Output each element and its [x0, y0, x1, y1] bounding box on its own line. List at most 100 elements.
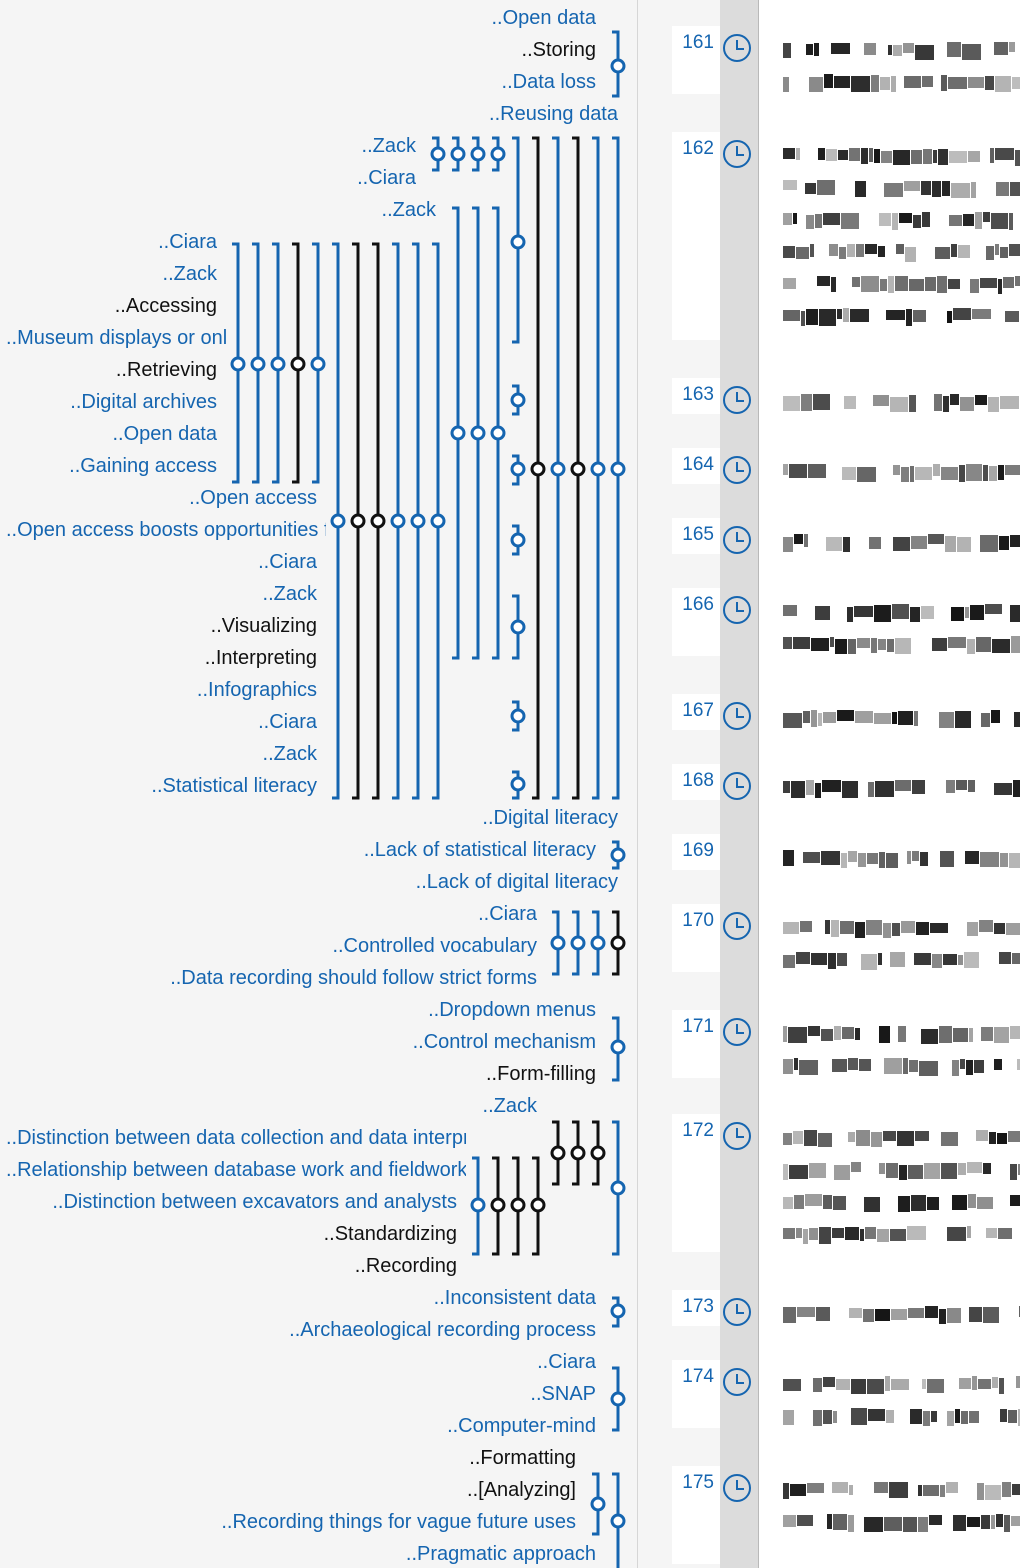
code-label[interactable]: ..Zack: [262, 743, 317, 765]
code-label[interactable]: ..Lack of statistical literacy: [363, 839, 596, 861]
code-label[interactable]: ..Relationship between database work and…: [6, 1159, 466, 1181]
code-bracket[interactable]: [370, 242, 386, 800]
code-label[interactable]: ..Ciara: [158, 231, 217, 253]
code-bracket[interactable]: [610, 1296, 626, 1328]
code-label[interactable]: ..Zack: [262, 583, 317, 605]
code-bracket[interactable]: [470, 206, 486, 660]
clock-icon[interactable]: [723, 702, 751, 730]
code-label[interactable]: ..Dropdown menus: [428, 999, 596, 1021]
document-text-area[interactable]: [759, 0, 1020, 1568]
code-label[interactable]: ..Ciara: [258, 551, 317, 573]
code-bracket[interactable]: [490, 1156, 506, 1256]
clock-icon[interactable]: [723, 34, 751, 62]
code-label[interactable]: ..Digital archives: [70, 391, 217, 413]
code-label[interactable]: ..Formatting: [469, 1447, 576, 1469]
code-bracket[interactable]: [510, 524, 526, 556]
code-label[interactable]: ..Distinction between data collection an…: [6, 1127, 466, 1149]
code-label[interactable]: ..Interpreting: [204, 647, 317, 669]
code-bracket[interactable]: [390, 242, 406, 800]
code-bracket[interactable]: [570, 136, 586, 800]
code-label[interactable]: ..[Analyzing]: [467, 1479, 576, 1501]
code-label[interactable]: ..Data loss: [501, 71, 596, 93]
code-bracket[interactable]: [510, 384, 526, 416]
code-label[interactable]: ..Ciara: [478, 903, 537, 925]
code-bracket[interactable]: [330, 242, 346, 800]
clock-icon[interactable]: [723, 912, 751, 940]
code-bracket[interactable]: [570, 1120, 586, 1186]
code-label[interactable]: ..Ciara: [537, 1351, 596, 1373]
code-label[interactable]: ..Statistical literacy: [151, 775, 317, 797]
code-label[interactable]: ..Open data: [491, 7, 596, 29]
clock-icon[interactable]: [723, 1368, 751, 1396]
code-bracket[interactable]: [510, 1156, 526, 1256]
code-bracket[interactable]: [510, 136, 526, 344]
code-bracket[interactable]: [610, 1016, 626, 1082]
code-bracket[interactable]: [510, 594, 526, 660]
code-label[interactable]: ..Retrieving: [115, 359, 217, 381]
code-label[interactable]: ..Storing: [521, 39, 596, 61]
clock-icon[interactable]: [723, 1122, 751, 1150]
code-bracket[interactable]: [610, 910, 626, 976]
clock-icon[interactable]: [723, 386, 751, 414]
code-label[interactable]: ..Reusing data: [489, 103, 618, 125]
code-bracket[interactable]: [410, 242, 426, 800]
code-bracket[interactable]: [530, 136, 546, 800]
code-bracket[interactable]: [510, 700, 526, 732]
code-bracket[interactable]: [610, 136, 626, 800]
code-bracket[interactable]: [610, 30, 626, 98]
code-label[interactable]: ..Distinction between excavators and ana…: [52, 1191, 457, 1213]
code-bracket[interactable]: [470, 136, 486, 172]
code-label[interactable]: ..Infographics: [196, 679, 317, 701]
code-bracket[interactable]: [490, 206, 506, 660]
clock-icon[interactable]: [723, 596, 751, 624]
code-label[interactable]: ..Museum displays or online databases: [6, 327, 226, 349]
code-bracket[interactable]: [610, 1120, 626, 1256]
code-bracket[interactable]: [610, 1366, 626, 1432]
code-label[interactable]: ..Control mechanism: [412, 1031, 596, 1053]
code-bracket[interactable]: [250, 242, 266, 484]
code-bracket[interactable]: [590, 1120, 606, 1186]
clock-icon[interactable]: [723, 1298, 751, 1326]
code-label[interactable]: ..Standardizing: [323, 1223, 457, 1245]
code-bracket[interactable]: [550, 1120, 566, 1186]
code-bracket[interactable]: [430, 242, 446, 800]
code-label[interactable]: ..Accessing: [114, 295, 217, 317]
code-label[interactable]: ..Ciara: [357, 167, 416, 189]
code-bracket[interactable]: [550, 136, 566, 800]
code-bracket[interactable]: [350, 242, 366, 800]
clock-icon[interactable]: [723, 526, 751, 554]
code-bracket[interactable]: [490, 136, 506, 172]
code-label[interactable]: ..Zack: [381, 199, 436, 221]
clock-icon[interactable]: [723, 456, 751, 484]
code-bracket[interactable]: [550, 910, 566, 976]
code-bracket[interactable]: [510, 454, 526, 486]
code-label[interactable]: ..Zack: [361, 135, 416, 157]
code-label[interactable]: ..Inconsistent data: [433, 1287, 596, 1309]
clock-icon[interactable]: [723, 1474, 751, 1502]
code-bracket[interactable]: [590, 136, 606, 800]
code-label[interactable]: ..Digital literacy: [482, 807, 618, 829]
code-bracket[interactable]: [450, 136, 466, 172]
code-bracket[interactable]: [610, 840, 626, 870]
code-label[interactable]: ..Data recording should follow strict fo…: [170, 967, 537, 989]
code-label[interactable]: ..Lack of digital literacy: [415, 871, 618, 893]
code-label[interactable]: ..Open access boosts opportunities for r…: [6, 519, 326, 541]
code-label[interactable]: ..Gaining access: [69, 455, 217, 477]
code-bracket[interactable]: [570, 910, 586, 976]
code-label[interactable]: ..Recording: [354, 1255, 457, 1277]
code-label[interactable]: ..Open access: [189, 487, 317, 509]
code-label[interactable]: ..Zack: [482, 1095, 537, 1117]
code-label[interactable]: ..Ciara: [258, 711, 317, 733]
code-bracket[interactable]: [270, 242, 286, 484]
code-bracket[interactable]: [450, 206, 466, 660]
code-label[interactable]: ..Computer-mind: [447, 1415, 596, 1437]
code-bracket[interactable]: [610, 1472, 626, 1568]
clock-icon[interactable]: [723, 772, 751, 800]
code-bracket[interactable]: [290, 242, 306, 484]
code-bracket[interactable]: [530, 1156, 546, 1256]
code-label[interactable]: ..Pragmatic approach: [405, 1543, 596, 1565]
clock-icon[interactable]: [723, 1018, 751, 1046]
code-bracket[interactable]: [590, 910, 606, 976]
code-bracket[interactable]: [230, 242, 246, 484]
code-label[interactable]: ..Zack: [162, 263, 217, 285]
